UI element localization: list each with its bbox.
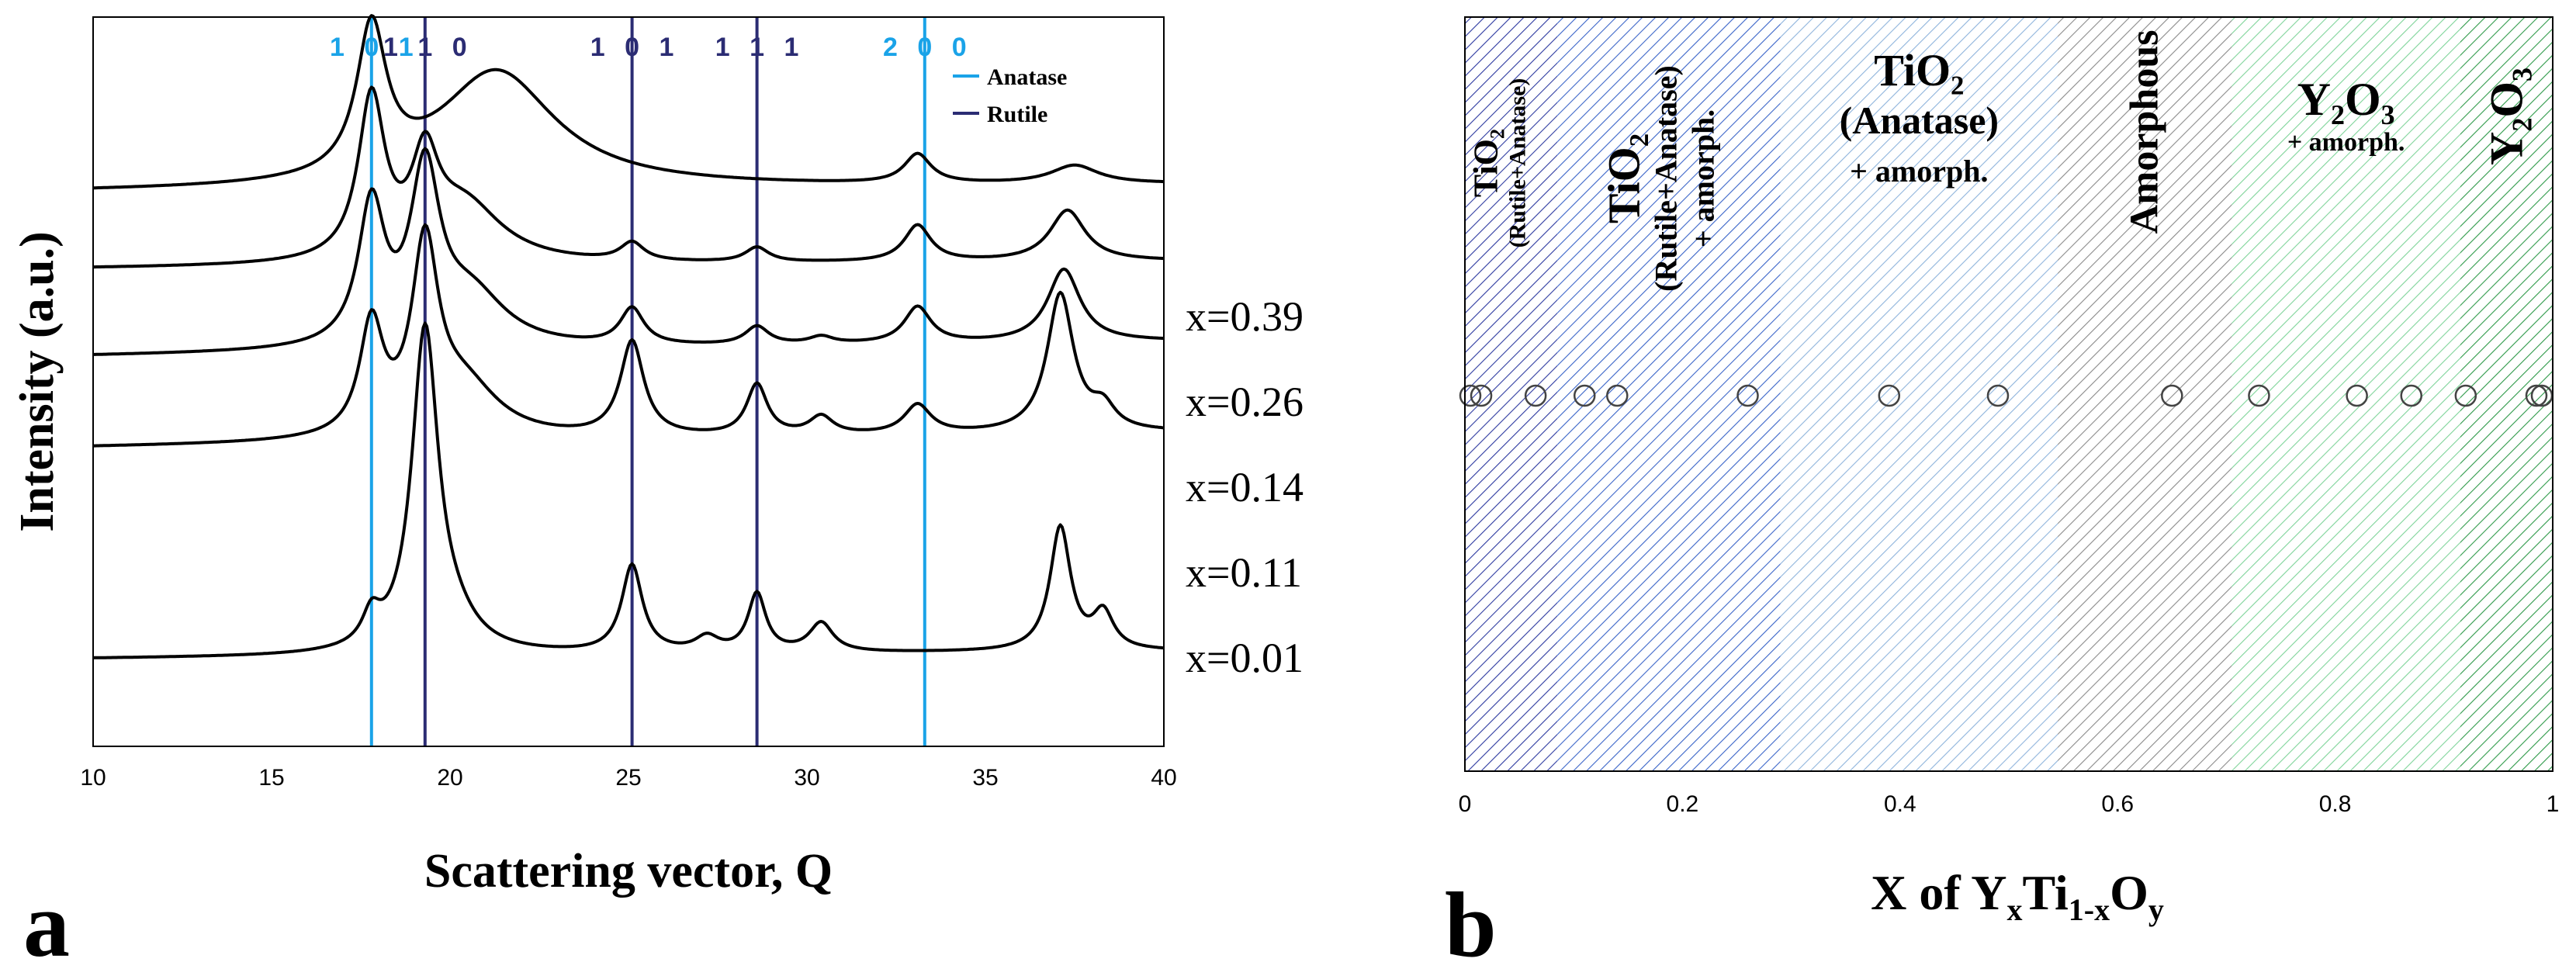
- sample-label-3: x=0.11: [1186, 549, 1302, 596]
- series-line-3: [93, 223, 1165, 448]
- sample-point-7: [1986, 384, 2010, 407]
- x-axis-ticks-b: 0 0.2 0.4 0.6 0.8 1: [1459, 791, 2560, 817]
- region-label-4-line-1: + amorph.: [2287, 128, 2405, 157]
- x-axis-ticks: 10 15 20 25 30 35 40: [80, 765, 1176, 791]
- legend-label-anatase: Anatase: [987, 64, 1067, 90]
- x-axis-label: Scattering vector, Q: [424, 845, 833, 898]
- sample-point-10: [2346, 384, 2368, 407]
- plot-area-frame-b: [1464, 16, 2553, 772]
- legend: Anatase Rutile: [953, 64, 1067, 127]
- series-line-1: [93, 85, 1165, 269]
- legend-label-rutile: Rutile: [987, 102, 1047, 127]
- x-tick-label-b-1: 0.2: [1667, 791, 1699, 817]
- sample-points: [1459, 384, 2553, 407]
- region-label-2-line-0: TiO₂: [1874, 45, 1964, 95]
- sample-point-0: [1459, 384, 1482, 407]
- region-label-2-line-2: + amorph.: [1850, 154, 1988, 189]
- region-label-5: Y₂O₃: [2481, 67, 2532, 165]
- x-label-sub-y: y: [2148, 892, 2164, 927]
- x-tick-label-b-2: 0.4: [1884, 791, 1916, 817]
- peak-label-4: 2 0 0: [883, 33, 973, 62]
- region-label-0: TiO₂ (Rutile+Anatase): [1467, 78, 1531, 248]
- x-tick-label-b-3: 0.6: [2101, 791, 2134, 817]
- series-curves: [92, 14, 1165, 659]
- sample-point-9: [2248, 384, 2270, 407]
- sample-point-12: [2454, 384, 2477, 407]
- sample-point-4: [1606, 384, 1629, 407]
- plot-area-frame-a: [92, 16, 1165, 747]
- reference-lines: [369, 17, 926, 746]
- series-line-2: [93, 147, 1165, 356]
- phase-region-3: [2058, 17, 2232, 771]
- x-label-sub-x: x: [2006, 892, 2022, 927]
- region-label-1-line-2: + amorph.: [1685, 109, 1720, 247]
- region-label-0-line-0: TiO₂: [1467, 129, 1505, 197]
- sample-point-8: [2161, 384, 2183, 407]
- region-label-1-line-1: (Rutile+Anatase): [1648, 65, 1683, 292]
- sample-point-13: [2525, 384, 2548, 407]
- x-tick-label-5: 35: [972, 765, 998, 791]
- region-label-0-line-1: (Rutile+Anatase): [1505, 78, 1531, 248]
- sample-point-1: [1470, 384, 1493, 407]
- sample-label-4: x=0.01: [1186, 635, 1304, 681]
- x-label-o: O: [2110, 865, 2148, 920]
- x-label-sub-1-x: 1-x: [2069, 892, 2110, 927]
- region-label-3: Amorphous: [2122, 30, 2166, 234]
- region-label-4-line-0: Y₂O₃: [2297, 74, 2395, 125]
- region-label-2-line-1: (Anatase): [1840, 99, 2000, 142]
- peak-label-0: 1 0 1: [330, 33, 420, 62]
- series-line-4: [92, 321, 1165, 659]
- x-label-ti: Ti: [2022, 865, 2068, 920]
- panel-label-a: a: [23, 873, 70, 969]
- x-tick-label-0: 10: [80, 765, 106, 791]
- y-axis-label: Intensity (a.u.): [11, 231, 64, 532]
- region-label-3-line-0: Amorphous: [2122, 30, 2166, 234]
- peak-label-1: 1 1 0: [383, 33, 473, 62]
- panel-label-b: b: [1445, 873, 1497, 969]
- region-label-1: TiO₂ (Rutile+Anatase) + amorph.: [1598, 65, 1720, 292]
- x-tick-label-4: 30: [794, 765, 819, 791]
- peak-label-2: 1 0 1: [590, 33, 680, 62]
- phase-region-2: [1780, 17, 2058, 771]
- sample-labels: x=0.39 x=0.26 x=0.14 x=0.11 x=0.01: [1186, 293, 1304, 681]
- region-label-2: TiO₂(Anatase) + amorph.: [1840, 45, 2000, 189]
- x-tick-label-b-0: 0: [1459, 791, 1472, 817]
- sample-label-2: x=0.14: [1186, 464, 1304, 510]
- phase-region-labels: TiO₂ (Rutile+Anatase) TiO₂ (Rutile+Anatase)…: [1467, 30, 2533, 292]
- x-tick-label-6: 40: [1151, 765, 1176, 791]
- x-tick-label-3: 25: [615, 765, 641, 791]
- sample-label-1: x=0.26: [1186, 379, 1304, 425]
- x-tick-label-1: 15: [258, 765, 284, 791]
- region-label-5-line-0: Y₂O₃: [2481, 67, 2532, 165]
- x-tick-label-b-5: 1: [2547, 791, 2560, 817]
- sample-point-6: [1878, 384, 1901, 407]
- region-label-4: Y₂O₃ + amorph.: [2287, 74, 2405, 157]
- x-label-part-1: X of Y: [1871, 865, 2006, 920]
- peak-label-3: 1 1 1: [715, 33, 805, 62]
- sample-point-11: [2400, 384, 2422, 407]
- region-label-1-line-0: TiO₂: [1598, 133, 1649, 223]
- x-tick-label-b-4: 0.8: [2319, 791, 2352, 817]
- sample-point-14: [2530, 384, 2553, 407]
- series-line-0: [93, 14, 1165, 190]
- x-tick-label-2: 20: [437, 765, 462, 791]
- sample-point-2: [1524, 384, 1547, 407]
- panel-b: TiO₂ (Rutile+Anatase) TiO₂ (Rutile+Anatase)…: [1445, 16, 2560, 969]
- sample-label-0: x=0.39: [1186, 293, 1304, 340]
- x-axis-label-b: X of YxTi1-xOy: [1871, 865, 2164, 927]
- sample-point-5: [1736, 384, 1759, 407]
- sample-point-3: [1573, 384, 1596, 407]
